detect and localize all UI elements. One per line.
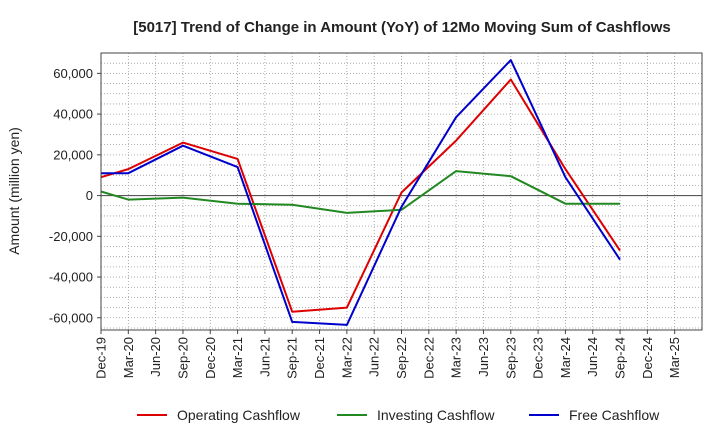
y-axis-title: Amount (million yen): [6, 127, 22, 255]
series-layer: [100, 59, 621, 326]
y-tick-label: 60,000: [53, 66, 93, 81]
x-tick-label: Mar-20: [121, 337, 136, 378]
y-tick-labels: 60,000 40,000 20,000 0 -20,000 -40,000 -60,000: [49, 66, 101, 325]
x-tick-label: Sep-23: [503, 337, 518, 379]
x-tick-label: Sep-24: [613, 337, 628, 379]
y-tick-label: -40,000: [49, 270, 93, 285]
x-tick-label: Sep-21: [285, 337, 300, 379]
x-tick-label: Dec-24: [640, 337, 655, 379]
x-tick-label: Dec-23: [531, 337, 546, 379]
legend: Operating Cashflow Investing Cashflow Free…: [137, 407, 660, 423]
series-line-free-cashflow: [101, 59, 621, 326]
y-tick-label: -20,000: [49, 229, 93, 244]
x-tick-label: Dec-21: [312, 337, 327, 379]
y-tick-label: 0: [86, 188, 93, 203]
x-tick-label: Jun-20: [148, 337, 163, 377]
x-tick-label: Sep-22: [394, 337, 409, 379]
x-tick-label: Mar-25: [667, 337, 682, 378]
x-tick-label: Dec-22: [421, 337, 436, 379]
x-tick-label: Jun-21: [257, 337, 272, 377]
x-tick-label: Jun-23: [476, 337, 491, 377]
y-tick-label: -60,000: [49, 310, 93, 325]
x-tick-label: Mar-24: [558, 337, 573, 378]
x-tick-label: Jun-22: [367, 337, 382, 377]
x-tick-label: Sep-20: [175, 337, 190, 379]
x-tick-label: Mar-23: [449, 337, 464, 378]
x-tick-label: Mar-21: [230, 337, 245, 378]
legend-label: Investing Cashflow: [377, 407, 495, 423]
series-line-investing-cashflow: [100, 170, 620, 214]
x-tick-label: Jun-24: [585, 337, 600, 377]
y-tick-label: 20,000: [53, 147, 93, 162]
y-tick-label: 40,000: [53, 107, 93, 122]
series-line-operating-cashflow: [100, 78, 621, 313]
x-tick-label: Dec-20: [203, 337, 218, 379]
chart-title: [5017] Trend of Change in Amount (YoY) o…: [133, 19, 671, 36]
legend-label: Free Cashflow: [569, 407, 660, 423]
x-tick-label: Mar-22: [339, 337, 354, 378]
x-tick-label: Dec-19: [94, 337, 109, 379]
legend-label: Operating Cashflow: [177, 407, 301, 423]
x-tick-labels: Dec-19 Mar-20 Jun-20 Sep-20 Dec-20 Mar-21 Jun-…: [94, 330, 682, 379]
